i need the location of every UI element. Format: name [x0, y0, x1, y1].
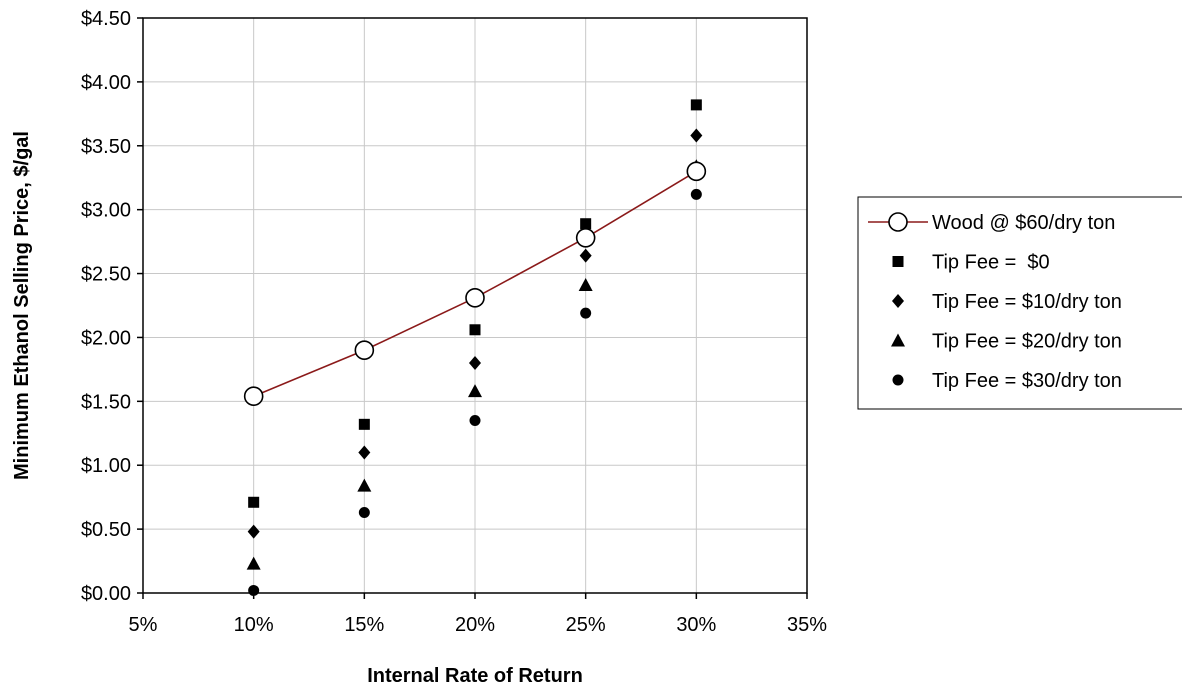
data-point [248, 496, 260, 508]
legend-marker [888, 212, 908, 232]
y-axis-title: Minimum Ethanol Selling Price, $/gal [11, 131, 33, 480]
legend-label: Tip Fee = $30/dry ton [932, 370, 1122, 392]
y-tick-label: $4.50 [81, 8, 131, 30]
data-point [469, 324, 481, 336]
series-1 [248, 99, 702, 508]
data-point [465, 288, 485, 308]
series-0 [243, 161, 707, 407]
data-point [580, 307, 592, 319]
data-point [469, 356, 481, 370]
legend-box [857, 196, 1182, 410]
data-point [468, 384, 482, 398]
data-point [578, 278, 593, 292]
data-point [354, 340, 375, 361]
legend-label: Tip Fee = $10/dry ton [932, 291, 1122, 313]
x-tick-label: 20% [455, 614, 495, 636]
series-2 [247, 128, 703, 539]
y-axis: $0.00 $0.50 $1.00 $1.50 $2.00 $2.50 $3.00 $3.50… [81, 8, 143, 605]
y-tick-label: $2.50 [81, 264, 131, 286]
legend-item: Wood @ $60/dry ton [868, 212, 1115, 234]
x-axis-title: Internal Rate of Return [367, 665, 583, 687]
y-tick-label: $0.00 [81, 583, 131, 605]
x-tick-label: 5% [129, 614, 158, 636]
legend-item: Tip Fee = $20/dry ton [891, 331, 1122, 353]
series-4 [248, 188, 702, 596]
legend-item: Tip Fee = $10/dry ton [892, 291, 1122, 313]
data-point [357, 478, 372, 492]
x-tick-label: 10% [234, 614, 274, 636]
data-point [248, 584, 260, 596]
data-point [690, 128, 703, 143]
x-tick-label: 25% [566, 614, 606, 636]
y-tick-label: $1.00 [81, 455, 131, 477]
data-point [358, 445, 371, 460]
legend: Wood @ $60/dry ton Tip Fee = $0 Tip Fee = … [857, 196, 1182, 410]
legend-marker [891, 333, 905, 347]
legend-item: Tip Fee = $30/dry ton [892, 370, 1122, 392]
data-point [247, 524, 260, 539]
legend-marker [892, 256, 904, 267]
y-tick-label: $3.00 [81, 200, 131, 222]
data-point [690, 188, 702, 200]
legend-label: Tip Fee = $20/dry ton [932, 331, 1122, 353]
legend-marker [892, 294, 904, 308]
data-point [358, 507, 370, 518]
data-point [358, 418, 370, 430]
legend-label: Tip Fee = $0 [932, 252, 1050, 274]
data-point [243, 386, 264, 407]
x-tick-label: 30% [676, 614, 716, 636]
x-tick-label: 15% [344, 614, 384, 636]
legend-item: Tip Fee = $0 [892, 252, 1050, 274]
y-tick-label: $2.00 [81, 327, 131, 349]
series-layer [243, 99, 707, 596]
data-point [469, 415, 481, 426]
y-tick-label: $4.00 [81, 72, 131, 94]
y-tick-label: $0.50 [81, 519, 131, 541]
data-point [579, 248, 592, 263]
y-tick-label: $1.50 [81, 391, 131, 413]
x-axis: 5% 10% 15% 20% 25% 30% 35% [129, 593, 827, 636]
data-point [686, 161, 707, 182]
data-point [246, 556, 261, 570]
x-tick-label: 35% [787, 614, 827, 636]
y-tick-label: $3.50 [81, 136, 131, 158]
legend-label: Wood @ $60/dry ton [932, 212, 1115, 234]
legend-marker [892, 374, 904, 386]
data-point [580, 218, 592, 230]
data-point [575, 227, 596, 248]
data-point [690, 99, 702, 111]
